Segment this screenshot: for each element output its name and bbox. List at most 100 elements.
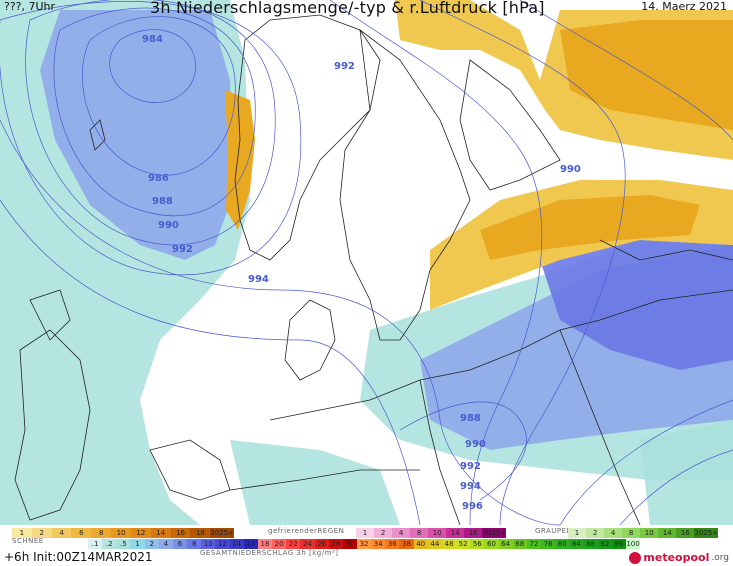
map-date: 14. Maerz 2021 — [641, 0, 727, 13]
isobar-outer-1 — [399, 401, 527, 501]
legend-swatch: 4 — [158, 539, 173, 549]
logo-icon — [629, 551, 642, 564]
legend-swatch: .1 — [88, 539, 103, 549]
legend-swatch: .5 — [116, 539, 131, 549]
logo-text: meteopool — [643, 551, 710, 564]
logo[interactable]: meteopool .org — [629, 551, 729, 564]
legend-swatch: .2 — [102, 539, 117, 549]
legend-swatch: 16 — [676, 528, 695, 538]
legend-swatch: 60 — [484, 539, 499, 549]
legend-swatch: 96 — [611, 539, 626, 549]
isobar-994 — [0, 119, 561, 526]
border-poland-east — [559, 329, 641, 526]
snow-area-baltic-core — [480, 195, 700, 260]
snow-area-norway-coast — [225, 90, 255, 230]
legend-swatch: 6 — [172, 539, 188, 549]
legend-swatch: 16 — [170, 528, 191, 538]
isobar-990-right — [419, 0, 626, 526]
isobar-996 — [0, 199, 421, 526]
border-germany-poland — [419, 379, 461, 526]
legend-freezing-label: gefrierenderREGEN — [268, 527, 345, 535]
rain-area-norway-sea — [40, 10, 235, 260]
coast-uk — [14, 329, 91, 521]
coast-sweden — [339, 29, 471, 341]
legend-total-label: GESAMTNIEDERSCHLAG 3h [kg/m²] — [200, 549, 339, 557]
legend-swatch: 1 — [130, 539, 145, 549]
isobar-label: 990 — [560, 164, 581, 175]
isobar-outer-2 — [559, 399, 733, 526]
legend-swatch: 2025+ — [694, 528, 719, 538]
legend-freezing-scale: 1 2 4 8 10 14 16 2025+ — [356, 528, 507, 538]
isobar-label: 990 — [465, 439, 486, 450]
legend-swatch: 48 — [441, 539, 457, 549]
legend-swatch: 2025+ — [482, 528, 507, 538]
isobar-label: 990 — [158, 220, 179, 231]
isobar-label: 984 — [142, 34, 163, 45]
border-baltics — [599, 239, 733, 261]
legend-swatch: 8 — [410, 528, 429, 538]
isobar-label: 988 — [152, 196, 173, 207]
coast-finland — [459, 59, 561, 191]
legend-swatch: 18 — [257, 539, 273, 549]
legend-swatch: 16 — [243, 539, 258, 549]
legend-swatch: 44 — [427, 539, 442, 549]
legend-swatch: 14 — [446, 528, 465, 538]
coast-scotland — [29, 289, 71, 341]
legend-swatch: 4 — [51, 528, 72, 538]
isobar-988 — [53, 7, 256, 217]
legend-swatch: 22 — [286, 539, 301, 549]
legend-swatch: 38 — [399, 539, 414, 549]
legend-swatch: 88 — [583, 539, 598, 549]
legend-swatch: 72 — [526, 539, 541, 549]
isobar-label: 988 — [460, 413, 481, 424]
legend-swatch: 2025+ — [210, 528, 234, 538]
legend-swatch: 14 — [658, 528, 677, 538]
coast-baltic-south — [269, 289, 733, 421]
map-title: 3h Niederschlagsmenge/-typ & r.Luftdruck… — [150, 0, 545, 17]
legend-swatch: 36 — [385, 539, 400, 549]
legend-swatch: 8 — [187, 539, 202, 549]
isobar-984 — [109, 29, 196, 103]
coast-norway — [234, 14, 381, 261]
legend-swatch: 28 — [328, 539, 343, 549]
legend-swatch: 8 — [91, 528, 112, 538]
isobar-992-left — [0, 1, 302, 276]
legend-swatch: 1 — [12, 528, 32, 538]
legend-swatch: 10 — [111, 528, 131, 538]
isobar-label: 994 — [460, 481, 481, 492]
coast-iceland-islands — [89, 119, 106, 151]
rain-area-south — [230, 440, 400, 525]
legend-swatch: 14 — [150, 528, 171, 538]
isobar-outer-3 — [619, 449, 733, 526]
legend-swatch: 16 — [464, 528, 483, 538]
legend-snow-scale: 1 2 4 6 8 10 12 14 16 18 2025+ — [12, 528, 234, 538]
isobar-988-right — [519, 0, 733, 141]
legend-swatch: 4 — [392, 528, 411, 538]
legend-swatch: 20 — [272, 539, 287, 549]
isobar-992-right — [329, 0, 543, 526]
legend-swatch: 6 — [71, 528, 92, 538]
isobar-label: 994 — [248, 274, 269, 285]
legend-swatch: 100 — [625, 539, 641, 549]
legend-swatch: 10 — [201, 539, 216, 549]
legend-swatch: 10 — [428, 528, 447, 538]
legend-swatch: 32 — [356, 539, 372, 549]
legend-swatch: 92 — [597, 539, 612, 549]
legend-swatch: 40 — [413, 539, 428, 549]
legend-schnee-label: SCHNEE — [12, 537, 44, 545]
legend-swatch: 76 — [541, 539, 556, 549]
legend-swatch: 12 — [215, 539, 230, 549]
legend-swatch: 12 — [130, 528, 151, 538]
legend-swatch: 64 — [498, 539, 513, 549]
legend-swatch: 52 — [456, 539, 471, 549]
run-label: ???, 7Uhr — [4, 0, 56, 13]
legend-swatch: 24 — [300, 539, 315, 549]
isobar-990-left — [25, 0, 276, 246]
legend-swatch: 8 — [622, 528, 641, 538]
legend-graupel-label: GRAUPEL — [535, 527, 571, 535]
coast-denmark — [284, 299, 336, 381]
legend-swatch: 1 — [356, 528, 375, 538]
legend-swatch: 80 — [555, 539, 570, 549]
legend-swatch: 56 — [470, 539, 485, 549]
